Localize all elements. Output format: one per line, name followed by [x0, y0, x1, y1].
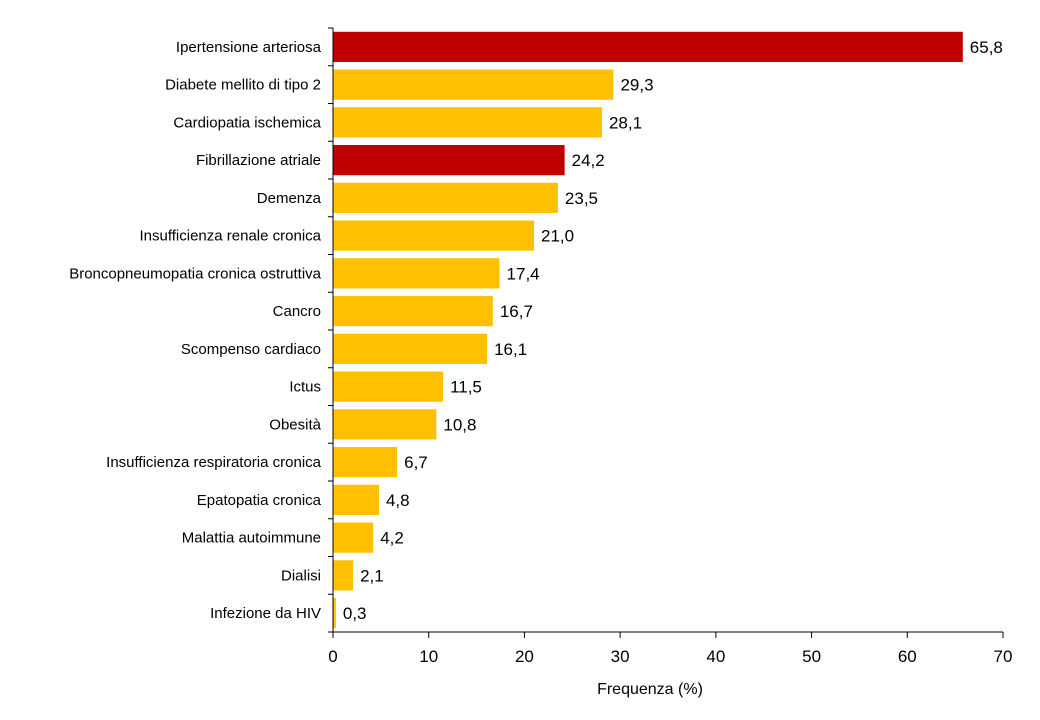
category-label: Dialisi — [281, 567, 321, 584]
value-labels: 65,8 29,3 28,124,2 23,5 21,017,4 16,7 16,1 11,5… — [343, 38, 1003, 623]
category-label: Fibrillazione atriale — [196, 152, 321, 169]
data-label: 16,1 — [494, 340, 527, 359]
data-label: 24,2 — [572, 151, 605, 170]
bar — [333, 598, 336, 629]
category-label: Demenza — [257, 190, 322, 207]
data-label: 0,3 — [343, 604, 367, 623]
bar — [333, 296, 493, 327]
category-label: Diabete mellito di tipo 2 — [165, 77, 321, 94]
x-tick-label: 30 — [611, 647, 630, 666]
x-axis-title: Frequenza (%) — [597, 681, 703, 698]
category-label: Cancro — [273, 303, 321, 320]
x-tick-label: 50 — [802, 647, 821, 666]
category-label: Epatopatia cronica — [197, 492, 322, 509]
data-label: 21,0 — [541, 227, 574, 246]
bars-group — [333, 31, 963, 629]
category-label: Broncopneumopatia cronica ostruttiva — [69, 265, 321, 282]
category-label: Insufficienza respiratoria cronica — [106, 454, 321, 471]
category-label: Ipertensione arteriosa — [176, 39, 322, 56]
bar — [333, 371, 444, 402]
category-label: Scompenso cardiaco — [181, 341, 321, 358]
bar — [333, 560, 354, 591]
bar — [333, 333, 488, 364]
bar — [333, 484, 379, 515]
data-label: 29,3 — [620, 76, 653, 95]
data-label: 16,7 — [500, 302, 533, 321]
data-label: 65,8 — [970, 38, 1003, 57]
x-tick-label: 0 — [328, 647, 337, 666]
x-tick-label: 60 — [898, 647, 917, 666]
data-label: 2,1 — [360, 566, 384, 585]
bar — [333, 258, 500, 289]
data-label: 10,8 — [443, 415, 476, 434]
bar — [333, 145, 565, 176]
bar — [333, 522, 374, 553]
bar — [333, 107, 602, 138]
category-labels: Ipertensione arteriosa Diabete mellito di… — [69, 39, 321, 622]
x-tick-label: 70 — [994, 647, 1013, 666]
bar — [333, 31, 963, 62]
data-label: 4,8 — [386, 491, 410, 510]
bar — [333, 182, 558, 213]
category-label: Cardiopatia ischemica — [173, 114, 321, 131]
data-label: 6,7 — [404, 453, 428, 472]
x-axis: 0 10 20 30 40 50 60 70 — [328, 27, 1013, 666]
x-tick-label: 20 — [515, 647, 534, 666]
category-label: Malattia autoimmune — [182, 530, 321, 547]
data-label: 11,5 — [450, 378, 482, 397]
data-label: 17,4 — [507, 264, 540, 283]
bar — [333, 69, 614, 100]
bar — [333, 409, 437, 440]
category-label: Insufficienza renale cronica — [140, 228, 322, 245]
category-label: Obesità — [269, 416, 321, 433]
x-tick-label: 40 — [706, 647, 725, 666]
bar — [333, 220, 534, 251]
category-label: Ictus — [289, 379, 321, 396]
data-label: 23,5 — [565, 189, 598, 208]
data-label: 4,2 — [380, 529, 404, 548]
category-label: Infezione da HIV — [210, 605, 321, 622]
x-tick-label: 10 — [419, 647, 438, 666]
bar — [333, 447, 398, 478]
data-label: 28,1 — [609, 113, 642, 132]
